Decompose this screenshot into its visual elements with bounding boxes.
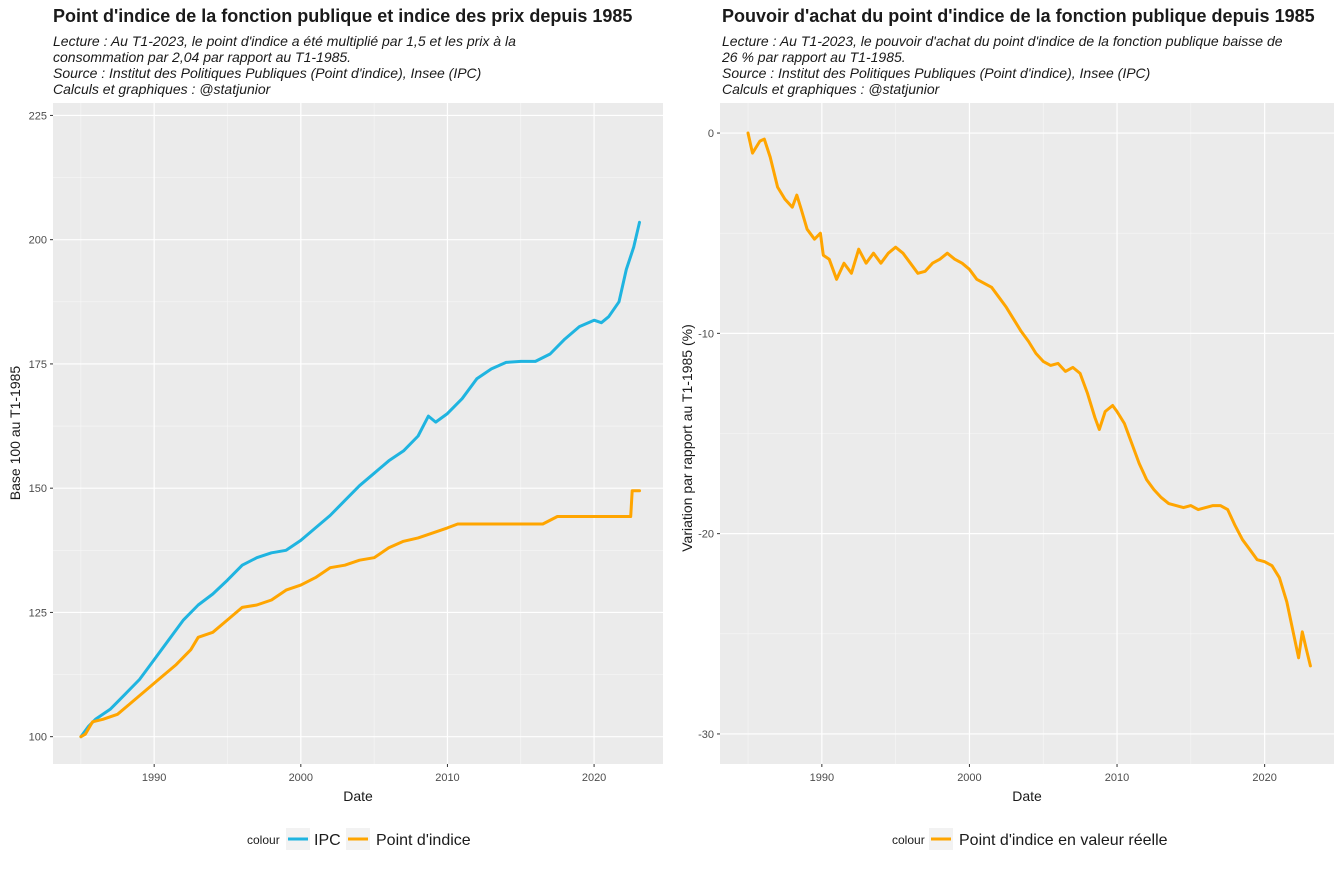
y-tick-label: 150 <box>29 483 47 495</box>
series-line-point-d-indice <box>79 489 641 739</box>
chart-right: Pouvoir d'achat du point d'indice de la … <box>679 6 1334 850</box>
chart-left-subtitle-line-2: consommation par 2,04 par rapport au T1-… <box>53 49 351 65</box>
chart-right-subtitle-line-1: Lecture : Au T1-2023, le pouvoir d'achat… <box>722 33 1283 49</box>
x-tick-label: 2010 <box>435 772 459 784</box>
chart-left-subtitle-line-4: Calculs et graphiques : @statjunior <box>53 81 272 97</box>
series-line-point-d-indice-en-valeur-r-elle <box>746 131 1312 668</box>
x-tick-label: 1990 <box>142 772 166 784</box>
legend-label-valeur-reelle: Point d'indice en valeur réelle <box>959 832 1168 849</box>
y-tick-label: 200 <box>29 235 47 247</box>
chart-left-gridlines <box>53 103 663 764</box>
y-tick-label: 225 <box>29 110 47 122</box>
chart-right-gridlines <box>720 103 1334 764</box>
y-tick-label: 175 <box>29 359 47 371</box>
x-tick-label: 2020 <box>1252 772 1276 784</box>
x-tick-label: 2000 <box>957 772 981 784</box>
chart-left-legend-title: colour <box>247 833 280 847</box>
chart-right-series-lines <box>746 131 1312 668</box>
chart-left-tick-labels: 1990 2000 2010 2020 100 125 150 175 200 225 <box>29 110 607 784</box>
x-tick-label: 2000 <box>289 772 313 784</box>
chart-right-subtitle-line-4: Calculs et graphiques : @statjunior <box>722 81 941 97</box>
chart-right-legend-title: colour <box>892 833 925 847</box>
chart-right-x-axis-title: Date <box>1012 788 1042 804</box>
y-tick-label: -20 <box>698 529 714 541</box>
y-tick-label: -10 <box>698 328 714 340</box>
chart-left-series-lines <box>79 220 641 739</box>
x-tick-label: 2020 <box>582 772 606 784</box>
legend-label-point-indice: Point d'indice <box>376 832 471 849</box>
series-line-ipc <box>79 220 641 739</box>
chart-left-title: Point d'indice de la fonction publique e… <box>53 6 632 26</box>
chart-left-subtitle-line-1: Lecture : Au T1-2023, le point d'indice … <box>53 33 516 49</box>
chart-right-legend: colour Point d'indice en valeur réelle <box>892 828 1168 850</box>
chart-left-subtitle-line-3: Source : Institut des Politiques Publiqu… <box>53 65 481 81</box>
x-tick-label: 1990 <box>810 772 834 784</box>
chart-left-plot-panel <box>53 103 663 764</box>
chart-right-y-axis-title: Variation par rapport au T1-1985 (%) <box>679 324 695 552</box>
chart-right-subtitle-line-2: 26 % par rapport au T1-1985. <box>721 49 906 65</box>
chart-right-title: Pouvoir d'achat du point d'indice de la … <box>722 6 1315 26</box>
y-tick-label: 100 <box>29 732 47 744</box>
chart-left-y-axis-title: Base 100 au T1-1985 <box>7 366 23 501</box>
y-tick-label: 125 <box>29 607 47 619</box>
chart-right-tick-labels: 1990 2000 2010 2020 -30 -20 -10 0 <box>698 128 1277 784</box>
chart-left-legend: colour IPC Point d'indice <box>247 828 471 850</box>
x-tick-label: 2010 <box>1105 772 1129 784</box>
chart-left: Point d'indice de la fonction publique e… <box>7 6 663 850</box>
chart-left-x-axis-title: Date <box>343 788 373 804</box>
chart-right-subtitle-line-3: Source : Institut des Politiques Publiqu… <box>722 65 1150 81</box>
y-tick-label: 0 <box>708 128 714 140</box>
legend-label-ipc: IPC <box>314 832 341 849</box>
y-tick-label: -30 <box>698 729 714 741</box>
